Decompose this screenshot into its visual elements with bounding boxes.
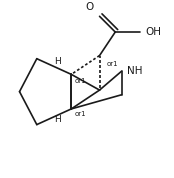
Text: or1: or1 <box>107 61 118 67</box>
Text: OH: OH <box>145 27 161 37</box>
Text: H: H <box>54 115 61 124</box>
Text: or1: or1 <box>74 78 86 84</box>
Text: O: O <box>86 2 94 12</box>
Text: NH: NH <box>127 66 143 76</box>
Text: or1: or1 <box>74 111 86 117</box>
Text: H: H <box>54 57 61 66</box>
